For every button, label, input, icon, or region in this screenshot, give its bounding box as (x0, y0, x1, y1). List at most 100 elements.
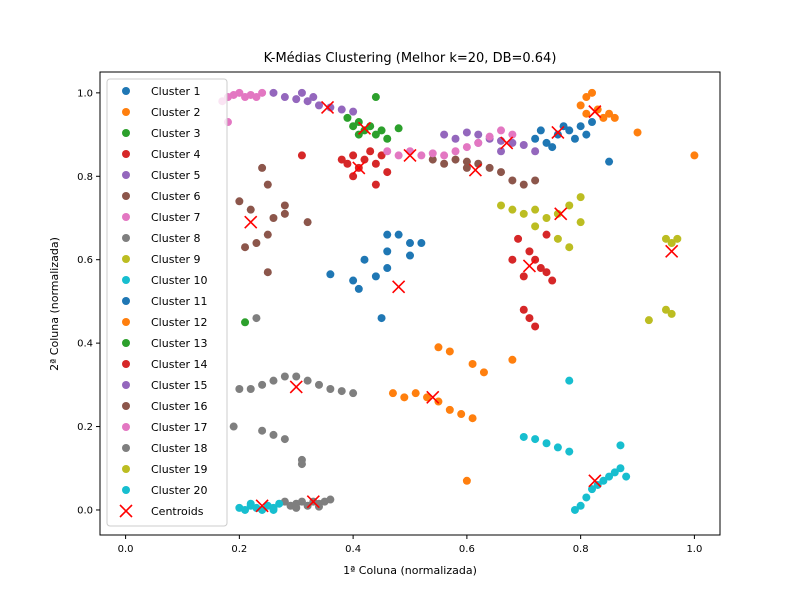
cluster-20-point-9 (570, 505, 579, 514)
cluster-18-point-8 (326, 385, 335, 394)
cluster-9-point-2 (519, 209, 528, 218)
cluster-5-point-3 (474, 130, 483, 139)
centroid-2 (352, 161, 366, 175)
cluster-12-point-13 (462, 476, 471, 485)
x-tick-label: 0.8 (573, 544, 589, 555)
cluster-9-point-5 (553, 209, 562, 218)
cluster-6-point-1 (440, 159, 449, 168)
legend-marker-cluster-7 (122, 213, 130, 221)
legend-label-cluster-14: Cluster 14 (151, 358, 208, 371)
cluster-2-point-1 (582, 93, 591, 102)
cluster-12-point-3 (423, 393, 432, 402)
cluster-20-point-1 (582, 493, 591, 502)
cluster-9-point-3 (531, 205, 540, 214)
cluster-4-point-10 (371, 180, 380, 189)
cluster-20-point-11 (531, 435, 540, 444)
cluster-9-point-0 (497, 201, 506, 210)
cluster-5-point-0 (440, 130, 449, 139)
plot-area (218, 88, 699, 514)
legend-label-cluster-8: Cluster 8 (151, 232, 201, 245)
cluster-16-point-6 (263, 230, 272, 239)
cluster-20-point-16 (565, 376, 574, 385)
cluster-4-point-8 (383, 168, 392, 177)
cluster-7-point-11 (508, 130, 517, 139)
cluster-5-point-1 (451, 134, 460, 143)
cluster-14-point-2 (536, 264, 545, 273)
cluster-16-point-9 (280, 209, 289, 218)
cluster-7-point-2 (406, 147, 414, 156)
cluster-15-point-5 (326, 103, 335, 112)
legend-label-cluster-2: Cluster 2 (151, 106, 201, 119)
cluster-6-point-5 (485, 163, 494, 172)
cluster-11-point-12 (377, 314, 386, 323)
cluster-12-point-2 (411, 389, 420, 398)
cluster-20-point-10 (519, 432, 528, 441)
cluster-15-point-9 (309, 93, 318, 102)
cluster-3-point-0 (343, 113, 352, 122)
cluster-2-point-2 (588, 88, 597, 97)
cluster-1-point-9 (582, 130, 591, 139)
cluster-14-point-7 (525, 314, 534, 323)
cluster-5-point-9 (497, 147, 506, 156)
centroid-15 (588, 474, 602, 488)
cluster-5-point-10 (531, 147, 540, 156)
x-tick-label: 1.0 (686, 544, 702, 555)
cluster-9-point-11 (576, 218, 585, 227)
cluster-1-point-3 (565, 126, 574, 135)
cluster-15-point-8 (297, 88, 306, 97)
cluster-2-point-5 (605, 109, 614, 118)
legend-marker-cluster-8 (122, 234, 130, 242)
cluster-11-point-3 (417, 239, 426, 248)
cluster-15-point-1 (280, 93, 289, 102)
cluster-18-point-9 (337, 387, 346, 396)
cluster-11-point-8 (349, 276, 358, 285)
cluster-10-point-7 (275, 499, 284, 508)
y-tick-label: 0.8 (77, 172, 93, 183)
cluster-14-point-6 (519, 305, 528, 314)
legend-marker-cluster-5 (122, 171, 130, 179)
legend-marker-cluster-9 (122, 255, 130, 263)
centroid-1 (357, 121, 372, 135)
cluster-20-point-3 (593, 480, 602, 489)
cluster-18-point-4 (280, 372, 289, 381)
cluster-5-point-7 (519, 140, 528, 149)
legend-marker-cluster-19 (122, 465, 130, 473)
legend-label-cluster-9: Cluster 9 (151, 253, 201, 266)
cluster-16-point-5 (280, 201, 289, 210)
cluster-6-point-0 (428, 155, 437, 164)
centroid-14 (426, 390, 440, 404)
cluster-14-point-0 (525, 247, 534, 256)
cluster-3-point-5 (371, 130, 380, 139)
legend-label-cluster-3: Cluster 3 (151, 127, 201, 140)
legend-marker-cluster-14 (122, 360, 130, 368)
cluster-4-point-1 (343, 159, 352, 168)
cluster-10-point-1 (241, 505, 250, 514)
cluster-2-point-9 (690, 151, 699, 160)
cluster-7-point-7 (462, 143, 471, 152)
legend-label-cluster-6: Cluster 6 (151, 190, 201, 203)
cluster-6-point-7 (508, 176, 517, 185)
legend-marker-cluster-15 (122, 381, 130, 389)
cluster-17-point-5 (252, 93, 261, 102)
cluster-3-point-1 (349, 122, 358, 131)
cluster-7-point-1 (394, 151, 403, 160)
cluster-4-point-7 (377, 151, 386, 160)
cluster-4-point-0 (337, 155, 346, 164)
cluster-6-point-10 (462, 163, 471, 172)
legend-marker-cluster-13 (122, 339, 130, 347)
cluster-16-point-4 (269, 213, 278, 222)
cluster-15-point-0 (269, 88, 278, 97)
cluster-7-point-10 (497, 126, 506, 135)
cluster-11-point-11 (354, 284, 363, 293)
cluster-12-point-8 (434, 343, 443, 352)
cluster-13-point-0 (241, 318, 250, 327)
centroid-4 (468, 163, 482, 177)
cluster-1-point-10 (536, 126, 545, 135)
legend-label-centroids: Centroids (151, 505, 204, 518)
cluster-19-point-2 (673, 234, 682, 243)
cluster-1-point-6 (548, 143, 557, 152)
legend-marker-cluster-2 (122, 108, 130, 116)
legend-label-cluster-19: Cluster 19 (151, 463, 208, 476)
centroid-10 (522, 259, 537, 273)
cluster-11-point-0 (383, 230, 392, 239)
